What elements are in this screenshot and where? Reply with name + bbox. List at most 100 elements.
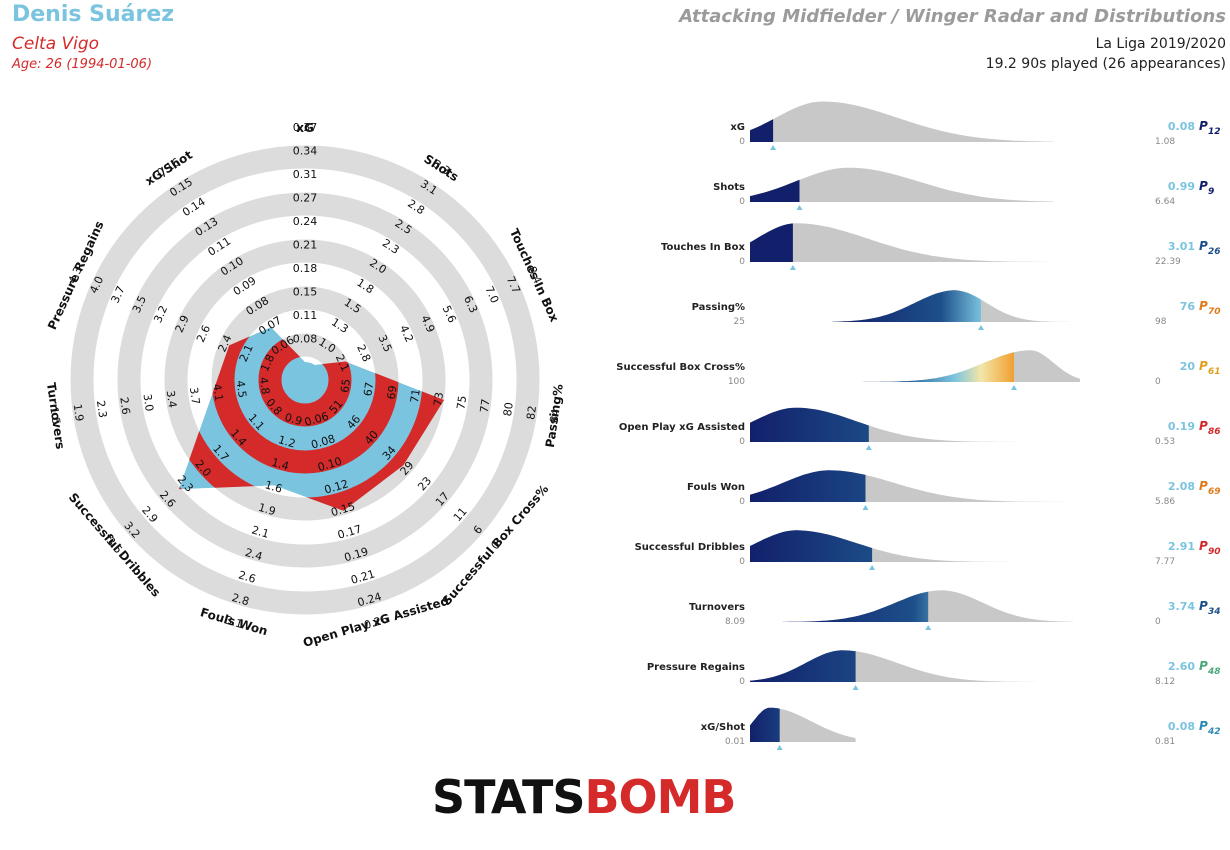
distribution-percentile-fill bbox=[750, 352, 1014, 382]
range-max-label: 5.86 bbox=[1155, 497, 1175, 507]
range-max-label: 0.53 bbox=[1155, 437, 1175, 447]
chart-title: Attacking Midfielder / Winger Radar and … bbox=[679, 6, 1226, 27]
metric-label: Touches In Box bbox=[661, 242, 746, 253]
radar-tick-label: 0.11 bbox=[293, 309, 318, 322]
distribution-percentile-fill bbox=[750, 119, 774, 142]
percentile-value: 86 bbox=[1208, 427, 1221, 437]
metric-value: 2.91 bbox=[1168, 540, 1195, 553]
value-marker bbox=[865, 445, 872, 450]
range-max-label: 0.81 bbox=[1155, 737, 1175, 747]
distribution-percentile-fill bbox=[750, 530, 873, 562]
metric-value: 0.08 bbox=[1168, 120, 1195, 133]
distribution-area bbox=[750, 167, 1054, 202]
value-marker bbox=[869, 565, 876, 570]
radar-tick-label: 75 bbox=[454, 395, 469, 411]
radar-tick-label: 0.24 bbox=[293, 215, 318, 228]
range-min-label: 0 bbox=[739, 257, 745, 267]
statsbomb-logo: STATSBOMB bbox=[432, 770, 737, 824]
range-max-label: 7.77 bbox=[1155, 557, 1175, 567]
radar-tick-label: 1.9 bbox=[257, 501, 277, 518]
logo-stats-text: STATS bbox=[432, 770, 585, 824]
percentile-value: 42 bbox=[1207, 727, 1221, 737]
percentile-p-label: P bbox=[1199, 479, 1208, 493]
distribution-row: Turnovers 8.09 0 3.74 P 34 bbox=[689, 590, 1221, 630]
radar-tick-label: 4.8 bbox=[257, 376, 272, 395]
distribution-row: Successful Box Cross% 100 0 20 P 61 bbox=[616, 350, 1221, 390]
radar-ring bbox=[117, 192, 493, 568]
distribution-row: Shots 0 6.64 0.99 P 9 bbox=[713, 167, 1214, 210]
player-name: Denis Suárez bbox=[12, 2, 175, 27]
percentile-p-label: P bbox=[1199, 599, 1208, 613]
range-max-label: 98 bbox=[1155, 317, 1167, 327]
value-marker bbox=[789, 265, 796, 270]
radar-tick-label: 4.1 bbox=[210, 383, 225, 402]
metric-value: 2.60 bbox=[1168, 660, 1195, 673]
percentile-p-label: P bbox=[1199, 119, 1208, 133]
radar-tick-label: 0.27 bbox=[293, 192, 318, 205]
range-min-label: 0 bbox=[739, 497, 745, 507]
distribution-row: xG 0 1.08 0.08 P 12 bbox=[730, 101, 1221, 150]
radar-tick-label: 82 bbox=[524, 405, 539, 421]
radar-axis-label: Passing% bbox=[543, 383, 566, 448]
radar-tick-label: 0.08 bbox=[293, 333, 318, 346]
percentile-p-label: P bbox=[1199, 659, 1208, 673]
radar-tick-label: 2.8 bbox=[230, 591, 250, 608]
percentile-p-label: P bbox=[1199, 359, 1208, 373]
distribution-percentile-fill bbox=[750, 407, 869, 442]
metric-label: Pressure Regains bbox=[647, 662, 745, 673]
radar-tick-label: 1.6 bbox=[263, 478, 283, 495]
range-max-label: 0 bbox=[1155, 377, 1161, 387]
percentile-p-label: P bbox=[1199, 419, 1208, 433]
percentile-p-label: P bbox=[1199, 299, 1208, 313]
value-marker bbox=[776, 745, 783, 750]
percentile-p-label: P bbox=[1199, 719, 1208, 733]
metric-label: Fouls Won bbox=[687, 482, 745, 493]
range-max-label: 1.08 bbox=[1155, 137, 1175, 147]
distribution-row: Successful Dribbles 0 7.77 2.91 P 90 bbox=[635, 530, 1221, 570]
radar-tick-label: 2.4 bbox=[243, 546, 263, 563]
value-marker bbox=[796, 205, 803, 210]
percentile-value: 48 bbox=[1207, 667, 1221, 677]
range-min-label: 0 bbox=[739, 677, 745, 687]
metric-value: 20 bbox=[1180, 360, 1196, 373]
logo-bomb-text: BOMB bbox=[584, 770, 736, 824]
percentile-value: 61 bbox=[1208, 367, 1221, 377]
distribution-area bbox=[750, 350, 1080, 382]
radar-tick-label: 2.3 bbox=[94, 400, 109, 419]
radar-tick-label: 1.2 bbox=[277, 433, 297, 450]
minutes-played: 19.2 90s played (26 appearances) bbox=[985, 56, 1226, 72]
range-min-label: 0 bbox=[739, 437, 745, 447]
percentile-value: 12 bbox=[1208, 127, 1221, 137]
radar-tick-label: 3.1 bbox=[224, 614, 244, 631]
value-marker bbox=[925, 625, 932, 630]
range-min-label: 100 bbox=[728, 377, 745, 387]
distribution-percentile-fill bbox=[832, 290, 981, 322]
metric-value: 2.08 bbox=[1168, 480, 1195, 493]
distribution-area bbox=[750, 101, 1054, 142]
radar-tick-label: 0.31 bbox=[293, 168, 318, 181]
value-marker bbox=[862, 505, 869, 510]
metric-label: Successful Box Cross% bbox=[616, 362, 745, 373]
radar-tick-label: 73 bbox=[431, 391, 446, 407]
distribution-percentile-fill bbox=[750, 650, 856, 682]
radar-tick-label: 3.7 bbox=[187, 386, 202, 405]
distribution-area bbox=[750, 223, 1047, 262]
value-marker bbox=[770, 145, 777, 150]
value-marker bbox=[1011, 385, 1017, 390]
range-max-label: 8.12 bbox=[1155, 677, 1175, 687]
radar-rings bbox=[70, 145, 540, 615]
radar-tick-label: 67 bbox=[361, 381, 376, 397]
radar-tick-label: 2.6 bbox=[237, 568, 257, 585]
radar-tick-label: 77 bbox=[478, 398, 493, 414]
distribution-percentile-fill bbox=[750, 179, 800, 202]
distribution-percentile-fill bbox=[783, 591, 929, 622]
radar-fill-band bbox=[211, 327, 399, 474]
distribution-row: Open Play xG Assisted 0 0.53 0.19 P 86 bbox=[619, 407, 1221, 450]
radar-tick-label: 2.1 bbox=[250, 523, 270, 540]
radar-axis-label: xG bbox=[296, 121, 314, 135]
player-team: Celta Vigo bbox=[12, 34, 100, 54]
range-min-label: 0 bbox=[739, 137, 745, 147]
percentile-value: 70 bbox=[1208, 307, 1221, 317]
distribution-percentile-fill bbox=[750, 223, 793, 262]
